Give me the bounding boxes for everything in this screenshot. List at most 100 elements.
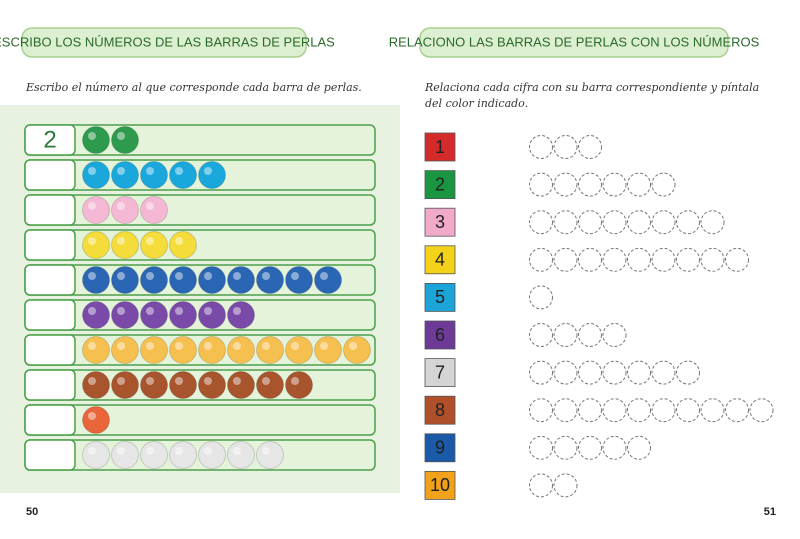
bead-shine	[117, 132, 125, 140]
bead-shine	[291, 272, 299, 280]
heading-pill	[21, 27, 307, 58]
number: 1	[435, 137, 445, 157]
bead	[227, 371, 255, 399]
dashed-circle	[602, 172, 627, 197]
beads	[82, 126, 139, 154]
dashed-circles	[529, 398, 774, 423]
bead-shine	[204, 377, 212, 385]
dashed-circle	[553, 247, 578, 272]
answer-box	[24, 229, 76, 261]
bead-shine	[262, 342, 270, 350]
dashed-circle	[602, 360, 627, 385]
bead-shine	[88, 377, 96, 385]
beads	[82, 231, 197, 259]
dashed-circle	[602, 210, 627, 235]
bead	[82, 371, 110, 399]
bead	[82, 231, 110, 259]
dashed-circle	[676, 210, 700, 235]
dashed-circle	[627, 398, 651, 423]
bead	[169, 231, 197, 259]
answer: 2	[43, 126, 56, 153]
bead-shine	[233, 342, 241, 350]
bead	[169, 161, 197, 189]
dashed-circle	[700, 398, 725, 423]
bead-shine	[146, 237, 154, 245]
bead-bar	[24, 404, 376, 436]
dashed-circles	[529, 247, 749, 272]
bead	[198, 441, 226, 469]
dashed-circle	[725, 398, 749, 423]
bead-shine	[349, 342, 357, 350]
left-instruction: Escribo el número al que corresponde cad…	[25, 81, 362, 94]
dashed-circle	[578, 323, 602, 347]
bead-shine	[175, 307, 183, 315]
dashed-circle	[553, 210, 578, 235]
bead	[140, 161, 168, 189]
right-instruction: del color indicado.	[425, 97, 528, 110]
dashed-circle	[529, 323, 553, 347]
bead-shine	[117, 167, 125, 175]
bead	[140, 231, 168, 259]
number-box	[424, 207, 456, 237]
bead-shine	[146, 202, 154, 210]
beads	[82, 266, 342, 294]
beads	[82, 196, 168, 224]
bead-shine	[320, 342, 328, 350]
beads	[82, 161, 226, 189]
dashed-circle	[651, 360, 676, 385]
bead-shine	[146, 342, 154, 350]
bead	[198, 161, 226, 189]
dashed-circle	[578, 360, 602, 385]
dashed-circle	[676, 247, 700, 272]
answer-box	[24, 264, 76, 296]
bead	[82, 301, 110, 329]
bead	[82, 266, 110, 294]
bead-shine	[88, 202, 96, 210]
dashed-circle	[578, 435, 602, 460]
bead	[169, 266, 197, 294]
bead	[227, 336, 255, 364]
bead-shine	[146, 447, 154, 455]
answer-box	[24, 299, 76, 331]
number-box	[424, 170, 456, 200]
bead-bar	[24, 124, 376, 156]
dashed-circle	[725, 247, 749, 272]
bead	[198, 301, 226, 329]
answer-box	[24, 124, 76, 156]
dashed-circle	[602, 247, 627, 272]
page-number: 50	[26, 506, 38, 518]
bead-shine	[175, 237, 183, 245]
beads	[82, 441, 284, 469]
dashed-circle	[529, 247, 553, 272]
dashed-circle	[651, 398, 676, 423]
bead-shine	[175, 167, 183, 175]
bead	[198, 266, 226, 294]
dashed-circle	[651, 247, 676, 272]
bead	[140, 336, 168, 364]
bead-bar	[24, 194, 376, 226]
bead-shine	[233, 447, 241, 455]
bead	[256, 441, 284, 469]
number: 5	[435, 287, 445, 307]
dashed-circle	[553, 435, 578, 460]
dashed-circle	[676, 398, 700, 423]
bead-shine	[233, 377, 241, 385]
bead-shine	[88, 132, 96, 140]
dashed-circles	[529, 473, 578, 498]
bead-shine	[146, 272, 154, 280]
bead-shine	[117, 377, 125, 385]
number: 6	[435, 325, 445, 345]
bead	[82, 161, 110, 189]
dashed-circle	[651, 172, 676, 197]
dashed-circles	[529, 360, 700, 385]
bead	[314, 266, 342, 294]
number-box	[424, 132, 456, 162]
bead-shine	[146, 167, 154, 175]
dashed-circle	[627, 210, 651, 235]
bead	[285, 266, 313, 294]
bead-shine	[291, 377, 299, 385]
bead-shine	[117, 307, 125, 315]
number: 2	[435, 174, 445, 194]
dashed-circle	[529, 360, 553, 385]
bead	[140, 371, 168, 399]
